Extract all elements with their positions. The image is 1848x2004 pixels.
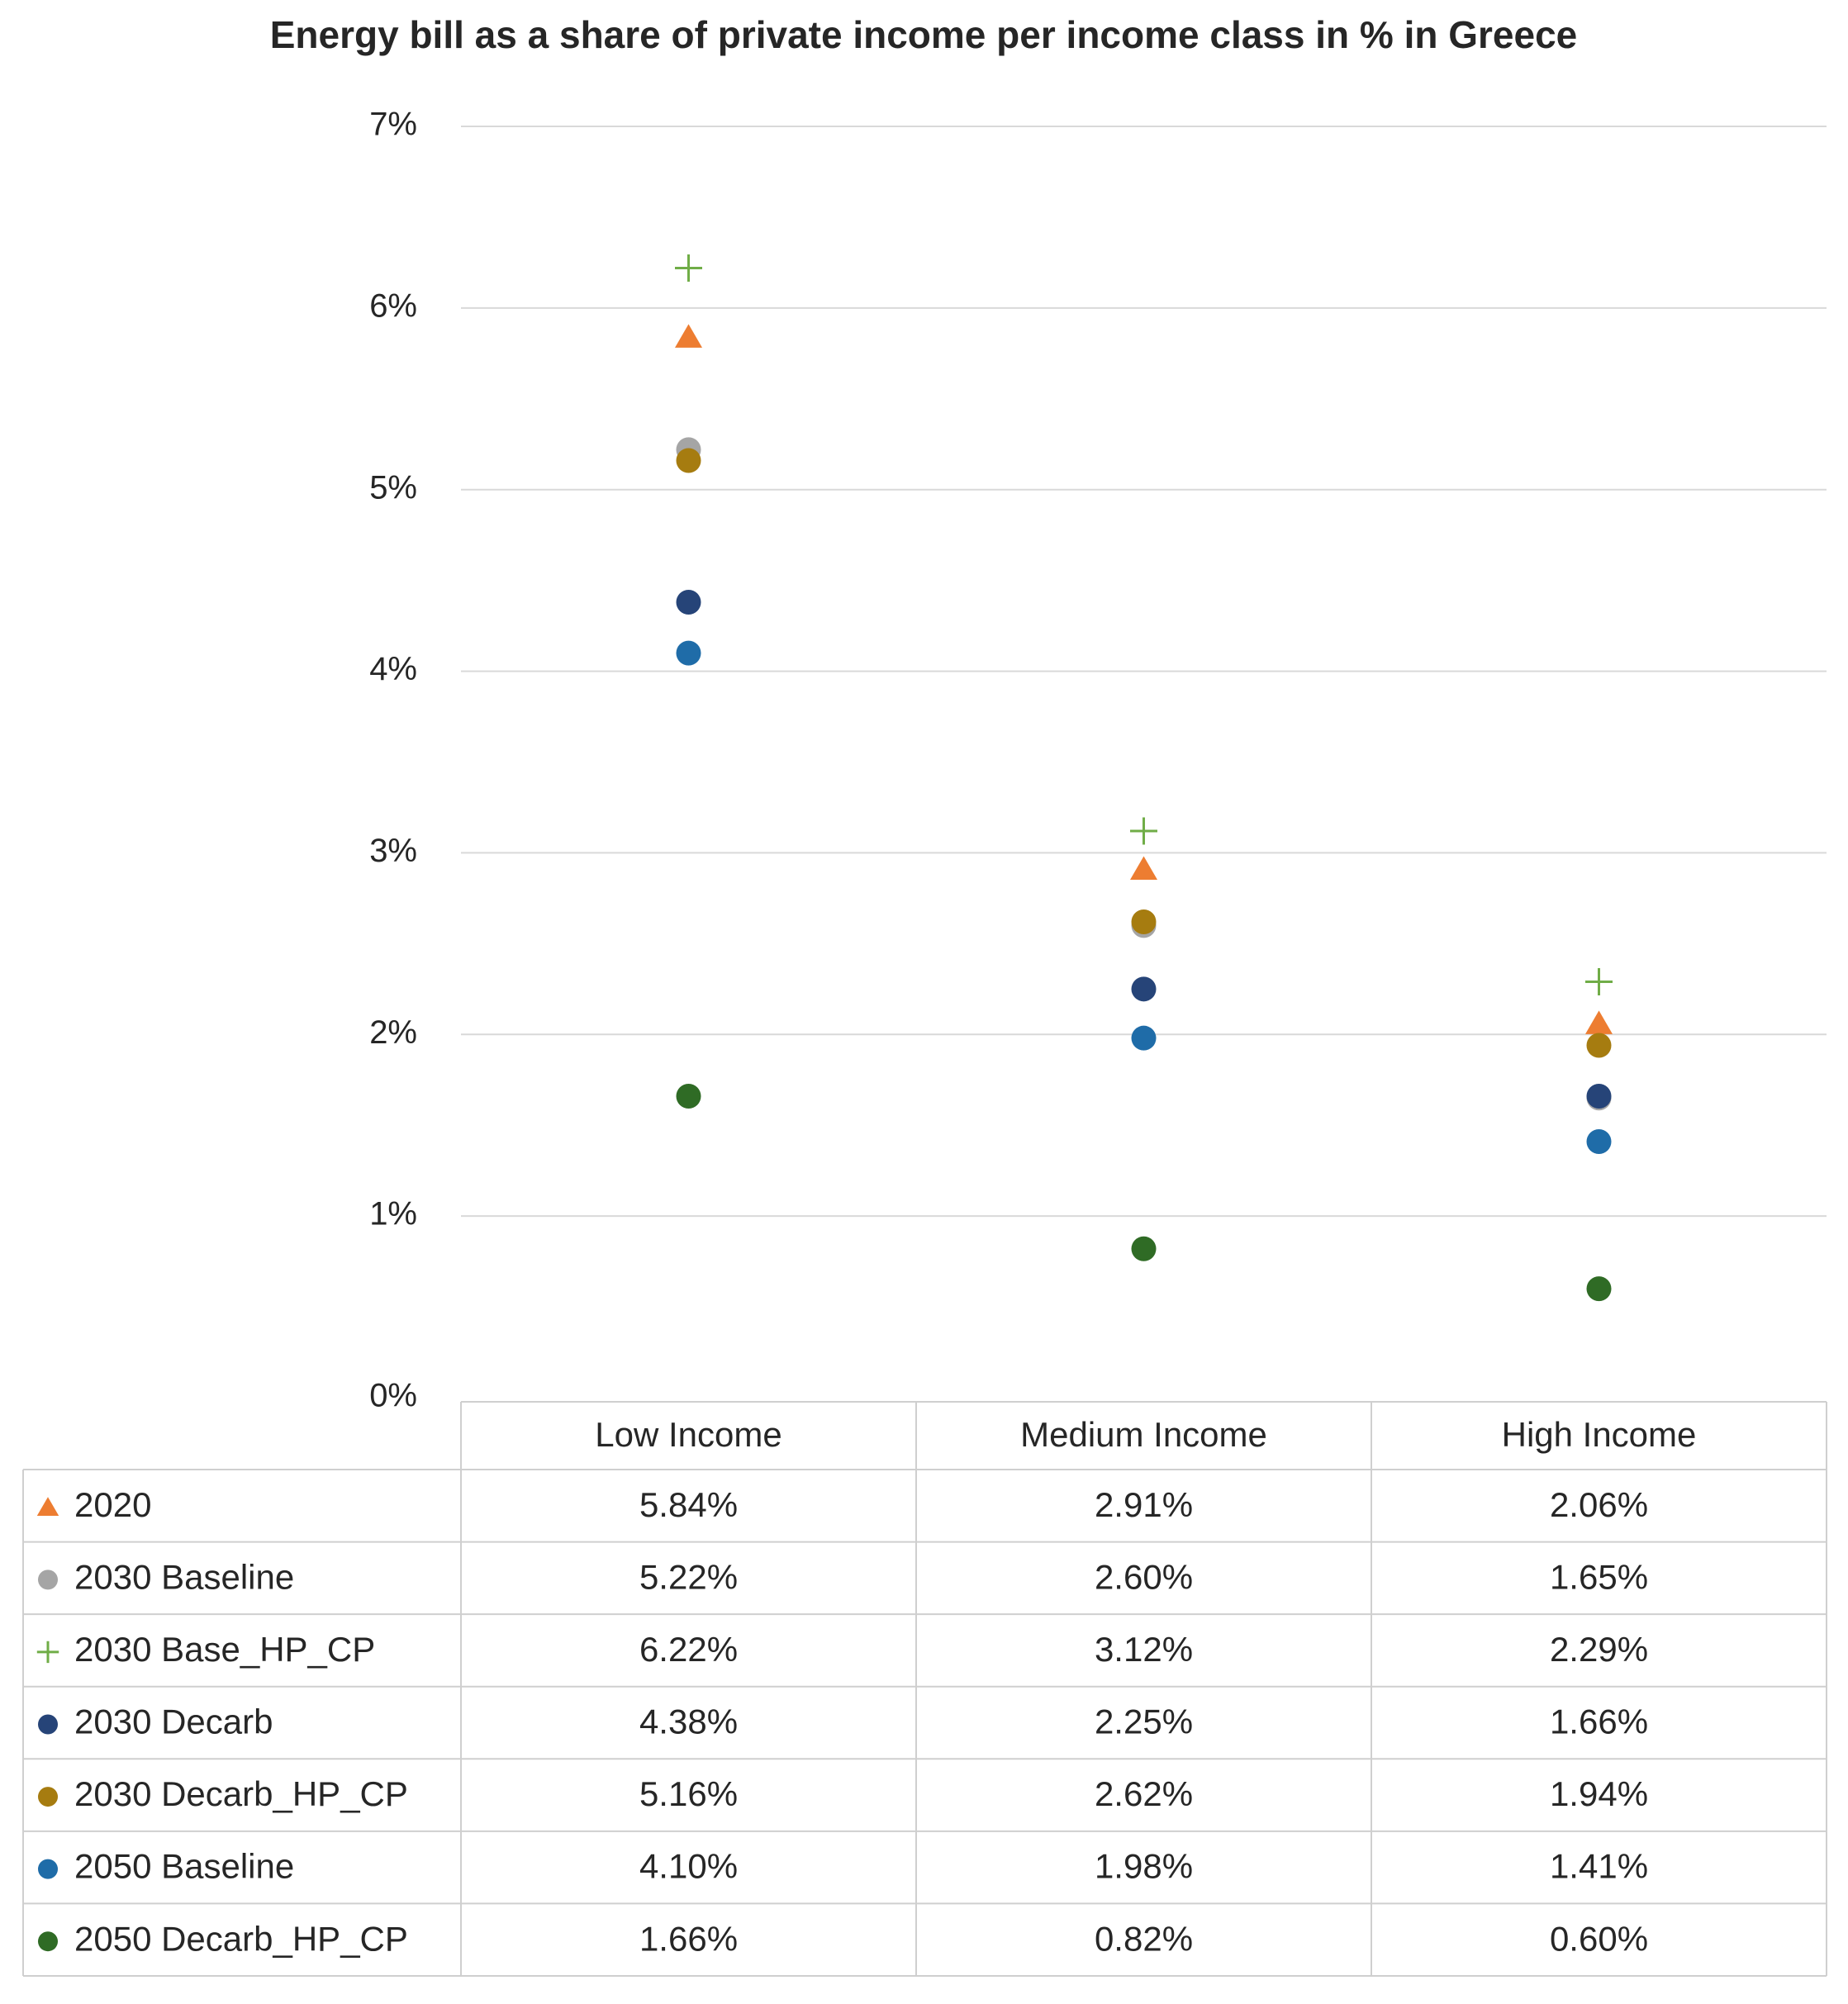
table-value: 2.91%: [1095, 1485, 1193, 1524]
data-point: [1586, 1129, 1612, 1155]
y-tick-label: 5%: [369, 469, 417, 506]
data-point: [1131, 1236, 1157, 1261]
table-value: 1.65%: [1550, 1557, 1648, 1596]
y-tick-label: 6%: [369, 287, 417, 324]
legend-marker: [36, 1497, 59, 1517]
table-value: 5.84%: [639, 1485, 738, 1524]
legend-marker: [38, 1714, 58, 1735]
legend-marker: [38, 1787, 58, 1807]
y-tick-label: 1%: [369, 1196, 417, 1232]
legend-marker: [38, 1569, 58, 1590]
y-tick-label: 4%: [369, 651, 417, 687]
table-value: 1.94%: [1550, 1774, 1648, 1813]
y-tick-label: 2%: [369, 1014, 417, 1051]
data-point: [1131, 909, 1157, 934]
table-value: 3.12%: [1095, 1630, 1193, 1669]
legend-label: 2050 Decarb_HP_CP: [74, 1919, 408, 1958]
data-point: [1586, 1276, 1612, 1302]
data-point: [1586, 1033, 1612, 1058]
legend-label: 2030 Baseline: [74, 1557, 294, 1596]
y-tick-label: 3%: [369, 833, 417, 869]
data-point: [1130, 817, 1157, 845]
table-value: 0.60%: [1550, 1919, 1648, 1958]
legend-label: 2020: [74, 1485, 151, 1524]
x-tick-label: Low Income: [595, 1415, 781, 1454]
legend-label: 2030 Decarb_HP_CP: [74, 1774, 408, 1813]
table-value: 5.16%: [639, 1774, 738, 1813]
table-value: 2.06%: [1550, 1485, 1648, 1524]
table-value: 1.98%: [1095, 1847, 1193, 1886]
legend-marker: [38, 1859, 58, 1879]
table-value: 0.82%: [1095, 1919, 1193, 1958]
table-value: 1.41%: [1550, 1847, 1648, 1886]
data-point: [675, 324, 702, 348]
table-value: 2.25%: [1095, 1702, 1193, 1741]
x-tick-label: High Income: [1502, 1415, 1697, 1454]
x-tick-label: Medium Income: [1020, 1415, 1267, 1454]
legend-label: 2030 Base_HP_CP: [74, 1630, 375, 1669]
data-point: [1585, 968, 1613, 996]
table-value: 4.10%: [639, 1847, 738, 1886]
table-value: 2.29%: [1550, 1630, 1648, 1669]
table-value: 2.62%: [1095, 1774, 1193, 1813]
data-point: [1586, 1084, 1612, 1109]
table-value: 2.60%: [1095, 1557, 1193, 1596]
table-value: 5.22%: [639, 1557, 738, 1596]
data-point: [1131, 1025, 1157, 1051]
data-point: [676, 1084, 701, 1109]
y-tick-label: 0%: [369, 1378, 417, 1414]
legend-label: 2050 Baseline: [74, 1847, 294, 1886]
data-point: [676, 640, 701, 666]
data-point: [676, 448, 701, 473]
data-point: [1131, 976, 1157, 1002]
data-point: [1585, 1010, 1613, 1034]
chart-title: Energy bill as a share of private income…: [270, 13, 1578, 56]
data-point: [676, 590, 701, 615]
legend-marker: [38, 1931, 58, 1952]
table-value: 6.22%: [639, 1630, 738, 1669]
table-value: 1.66%: [1550, 1702, 1648, 1741]
data-point: [1130, 856, 1157, 881]
table-value: 4.38%: [639, 1702, 738, 1741]
legend-label: 2030 Decarb: [74, 1702, 273, 1741]
legend-marker: [36, 1641, 59, 1664]
data-point: [675, 254, 702, 282]
table-value: 1.66%: [639, 1919, 738, 1958]
y-tick-label: 7%: [369, 107, 417, 143]
